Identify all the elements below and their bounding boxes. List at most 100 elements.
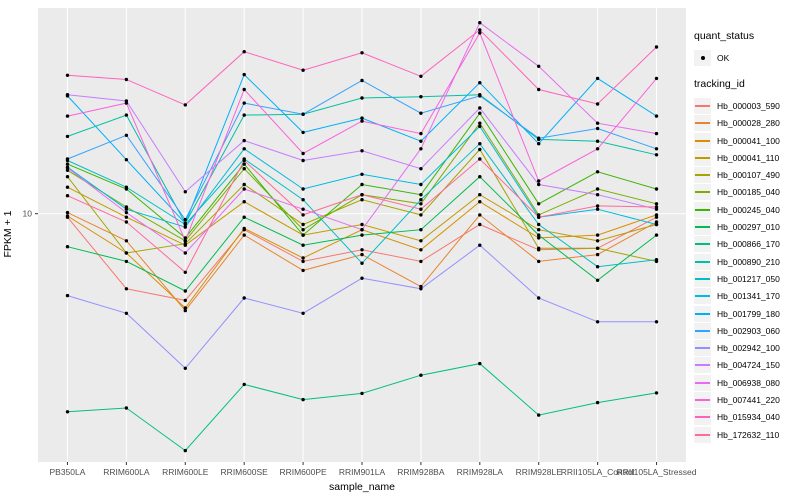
- legend-line-swatch: [695, 243, 710, 246]
- legend-key-box: [694, 184, 711, 201]
- data-point: [478, 142, 482, 146]
- legend-key-box: [694, 270, 711, 287]
- data-point: [478, 147, 482, 152]
- data-point: [301, 198, 305, 202]
- data-point: [654, 153, 659, 157]
- data-point: [478, 111, 482, 115]
- legend-key-box: [694, 97, 711, 114]
- data-point: [183, 221, 187, 225]
- data-point: [478, 31, 482, 35]
- data-point: [65, 175, 70, 179]
- x-tick-label: PB350LA: [49, 467, 85, 477]
- data-point: [360, 233, 364, 237]
- data-point: [419, 193, 423, 197]
- data-point: [595, 102, 600, 106]
- legend: quant_status OK tracking_id Hb_000003_59…: [694, 30, 800, 443]
- data-point: [478, 28, 482, 32]
- point-marker-icon: [700, 55, 705, 60]
- legend-item-label: Hb_004724_150: [717, 360, 780, 371]
- legend-line-swatch: [695, 139, 710, 142]
- data-point: [65, 293, 70, 298]
- data-point: [595, 278, 600, 282]
- data-point: [595, 170, 600, 174]
- data-point: [654, 76, 659, 81]
- legend-item-label: Hb_002942_100: [717, 343, 780, 354]
- legend-key-box: [694, 253, 711, 270]
- legend-item-Hb_002903_060: Hb_002903_060: [694, 322, 800, 339]
- legend-item-label: Hb_000041_100: [717, 135, 780, 146]
- data-point: [595, 239, 600, 243]
- legend-key-box: [694, 391, 711, 408]
- legend-item-Hb_007441_220: Hb_007441_220: [694, 391, 800, 408]
- legend-line-swatch: [695, 156, 710, 159]
- data-point: [360, 198, 364, 202]
- data-point: [360, 193, 364, 197]
- legend-item-label: Hb_002903_060: [717, 325, 780, 336]
- data-point: [242, 162, 246, 166]
- legend-line-swatch: [695, 381, 710, 384]
- legend-item-Hb_000890_210: Hb_000890_210: [694, 253, 800, 270]
- data-point: [183, 242, 187, 246]
- legend-line-swatch: [695, 347, 710, 350]
- data-point: [301, 311, 305, 315]
- data-point: [654, 391, 659, 395]
- legend-key-box: [694, 340, 711, 357]
- x-tick-label: RRIM928BA: [397, 467, 445, 477]
- data-point: [242, 87, 246, 92]
- data-point: [537, 259, 541, 264]
- data-point: [301, 151, 305, 156]
- data-point: [419, 248, 423, 252]
- x-tick-label: RRIM928LE: [516, 467, 563, 477]
- legend-item-Hb_006938_080: Hb_006938_080: [694, 374, 800, 391]
- data-point: [537, 64, 541, 69]
- legend-key-box: [694, 149, 711, 166]
- data-point: [301, 228, 305, 232]
- legend-line-swatch: [695, 104, 710, 107]
- legend-item-label: Hb_000185_040: [717, 187, 780, 198]
- data-point: [419, 213, 423, 217]
- data-point: [124, 101, 129, 105]
- data-point: [478, 243, 482, 247]
- data-point: [124, 406, 129, 410]
- data-point: [537, 246, 541, 250]
- legend-item-Hb_000107_490: Hb_000107_490: [694, 166, 800, 184]
- data-point: [65, 210, 70, 215]
- data-point: [654, 220, 659, 224]
- data-point: [65, 114, 70, 118]
- data-point: [654, 233, 659, 237]
- data-point: [478, 124, 482, 129]
- data-point: [419, 207, 423, 211]
- x-tick-label: RRIM600LE: [162, 467, 209, 477]
- data-point: [419, 131, 423, 136]
- x-tick-label: RRIM600LA: [103, 467, 150, 477]
- data-point: [595, 147, 600, 151]
- data-point: [537, 222, 541, 227]
- data-point: [419, 202, 423, 206]
- legend-line-swatch: [695, 329, 710, 332]
- data-point: [183, 236, 187, 240]
- data-point: [242, 101, 246, 105]
- data-point: [654, 114, 659, 118]
- legend-item-label: Hb_001217_050: [717, 273, 780, 284]
- data-point: [654, 131, 659, 136]
- data-point: [242, 215, 246, 219]
- legend-item-label: Hb_001341_170: [717, 291, 780, 302]
- data-point: [654, 45, 659, 49]
- data-point: [242, 50, 246, 54]
- data-point: [301, 130, 305, 135]
- x-tick-label: RRIM600SE: [221, 467, 269, 477]
- data-point: [242, 200, 246, 204]
- data-point: [183, 298, 187, 303]
- legend-item-Hb_000866_170: Hb_000866_170: [694, 236, 800, 253]
- legend-line-swatch: [695, 208, 710, 211]
- legend-key-box: [694, 357, 711, 374]
- data-point: [419, 373, 423, 377]
- data-point: [419, 167, 423, 171]
- data-point: [478, 175, 482, 179]
- data-point: [419, 239, 423, 243]
- data-point: [595, 320, 600, 324]
- legend-line-swatch: [695, 174, 710, 177]
- data-point: [419, 198, 423, 202]
- data-point: [301, 213, 305, 217]
- data-point: [65, 157, 70, 161]
